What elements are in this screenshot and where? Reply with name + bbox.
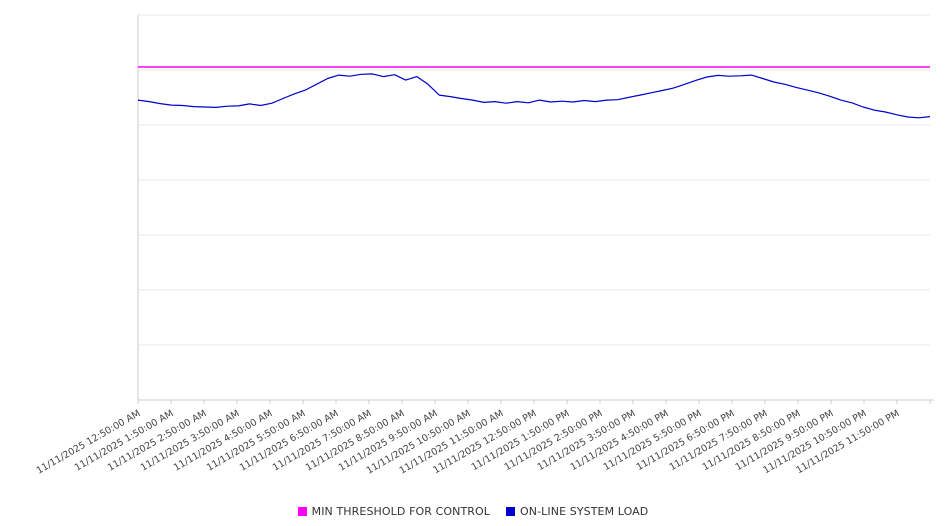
legend: MIN THRESHOLD FOR CONTROL ON-LINE SYSTEM… (0, 496, 946, 526)
legend-label-load: ON-LINE SYSTEM LOAD (520, 504, 649, 518)
legend-swatch-load-icon (506, 506, 516, 516)
legend-swatch-threshold-icon (297, 506, 307, 516)
system-load-line (137, 73, 931, 119)
legend-item-threshold: MIN THRESHOLD FOR CONTROL (297, 504, 491, 518)
legend-label-threshold: MIN THRESHOLD FOR CONTROL (311, 504, 491, 518)
legend-item-load: ON-LINE SYSTEM LOAD (506, 505, 648, 518)
